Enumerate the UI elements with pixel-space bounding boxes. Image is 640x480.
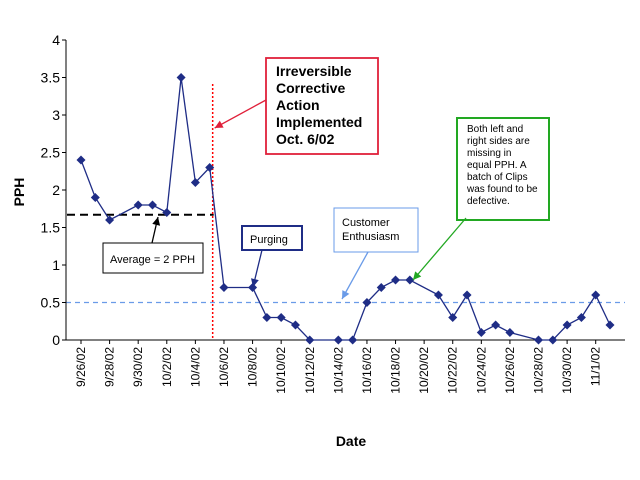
data-point [562,320,572,330]
x-tick-label: 10/16/02 [360,347,374,394]
y-tick-label: 2.5 [41,145,61,161]
data-point [262,313,272,322]
x-tick-label: 10/22/02 [446,347,460,394]
x-tick-label: 9/26/02 [74,347,88,387]
annotations: Irreversible Corrective Action Implemented O… [102,57,550,300]
data-point [391,275,401,285]
x-tick-label: 10/28/02 [532,347,546,394]
reference-lines [66,84,625,340]
x-tick-label: 10/2/02 [160,347,174,387]
average-arrow-head [152,217,161,226]
data-point [548,335,558,345]
data-point [376,283,386,292]
customer-enthusiasm-text: Customer Enthusiasm [342,217,399,243]
data-point [591,290,601,300]
data-point [433,290,443,300]
data-point [176,73,186,82]
data-point [205,163,215,172]
data-point [348,335,358,345]
data-point [462,290,472,300]
data-point [105,215,115,225]
data-point [448,313,458,322]
average-box [102,242,204,274]
data-point [147,200,157,210]
defect-note-box [456,117,550,221]
data-series [76,73,615,345]
x-tick-label: 10/18/02 [389,347,403,394]
axis-labels: PPH Date [11,178,366,449]
x-tick-label: 10/26/02 [503,347,517,394]
data-point [90,193,100,202]
x-tick-label: 10/12/02 [303,347,317,394]
axes: 0 0.5 1 1.5 2 2.5 3 3.5 4 9/26/02 9/28/02 9/30/02 10… [41,32,625,394]
customer-enthusiasm-arrow [341,251,369,300]
y-tick-label: 1 [52,257,60,273]
x-tick-label: 10/20/02 [417,347,431,394]
x-tick-label: 10/4/02 [188,347,202,387]
data-point [576,313,586,322]
data-point [133,200,143,210]
data-point [476,328,486,337]
data-point [248,283,258,292]
x-tick-label: 10/14/02 [331,347,345,394]
corrective-action-box [265,57,379,155]
y-tick-label: 4 [52,32,60,48]
x-tick-label: 10/24/02 [474,347,488,394]
x-tick-label: 9/28/02 [103,347,117,387]
x-tick-label: 11/1/02 [589,347,603,386]
defect-note-arrow [412,217,467,281]
data-point [190,178,200,187]
data-point [505,328,515,337]
average-text: Average = 2 PPH [110,254,195,266]
y-tick-label: 0.5 [41,295,61,311]
defect-note-arrow-head [413,271,422,280]
x-axis-title: Date [336,433,367,449]
data-point [290,320,300,330]
y-tick-label: 2 [52,182,60,198]
data-point [76,155,86,165]
customer-enthusiasm-box [333,207,419,253]
data-point [276,313,286,322]
purging-arrow-head [251,278,259,287]
data-point [534,335,544,345]
corrective-action-text: Irreversible Corrective Action Implemented O… [276,63,362,147]
corrective-action-arrow [214,99,267,129]
data-point [333,335,343,345]
y-tick-label: 0 [52,332,60,348]
x-tick-label: 10/10/02 [274,347,288,394]
data-point [605,320,615,330]
data-point [162,208,172,217]
data-point [362,298,372,307]
x-tick-label: 10/6/02 [217,347,231,387]
y-tick-label: 3.5 [41,70,61,86]
data-point [405,275,415,285]
customer-enthusiasm-arrow-head [342,290,350,299]
data-point [491,320,501,330]
corrective-action-arrow-head [214,120,224,128]
data-point [305,335,315,345]
x-tick-label: 10/8/02 [246,347,260,387]
defect-note-text: Both left and right sides are missing in eq… [466,124,538,207]
x-tick-label: 10/30/02 [560,347,574,394]
data-point [219,283,229,292]
y-tick-label: 1.5 [41,220,61,236]
y-axis-title: PPH [11,178,27,207]
purging-text: Purging [250,234,288,246]
purging-box [241,225,303,251]
x-tick-label: 9/30/02 [131,347,145,387]
y-tick-label: 3 [52,107,60,123]
